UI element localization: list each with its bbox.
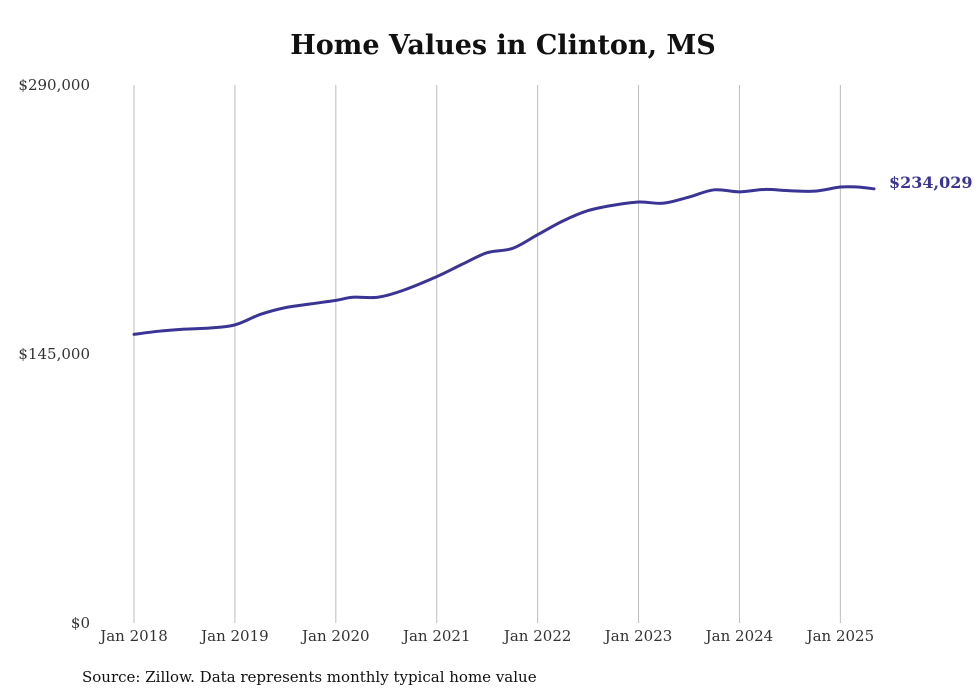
x-tick-label: Jan 2019	[199, 627, 269, 645]
y-tick-label: $290,000	[18, 76, 90, 94]
home-value-line	[132, 185, 876, 336]
x-tick-label: Jan 2024	[704, 627, 774, 645]
chart-title: Home Values in Clinton, MS	[290, 30, 716, 61]
source-note: Source: Zillow. Data represents monthly …	[82, 668, 537, 686]
x-tick-label: Jan 2022	[502, 627, 572, 645]
y-axis-ticks: $290,000 $145,000 $0	[18, 76, 90, 632]
x-tick-label: Jan 2025	[805, 627, 875, 645]
gridlines	[133, 85, 841, 623]
end-label-layer: $234,029	[889, 173, 973, 192]
x-tick-label: Jan 2018	[98, 627, 168, 645]
end-value-label: $234,029	[889, 173, 973, 192]
y-tick-label: $145,000	[18, 345, 90, 363]
series-layer	[132, 185, 876, 336]
x-tick-label: Jan 2020	[300, 627, 370, 645]
y-tick-label: $0	[71, 614, 90, 632]
x-tick-label: Jan 2021	[401, 627, 471, 645]
x-tick-label: Jan 2023	[603, 627, 673, 645]
x-axis-ticks: Jan 2018 Jan 2019 Jan 2020 Jan 2021 Jan 2022…	[98, 627, 874, 645]
